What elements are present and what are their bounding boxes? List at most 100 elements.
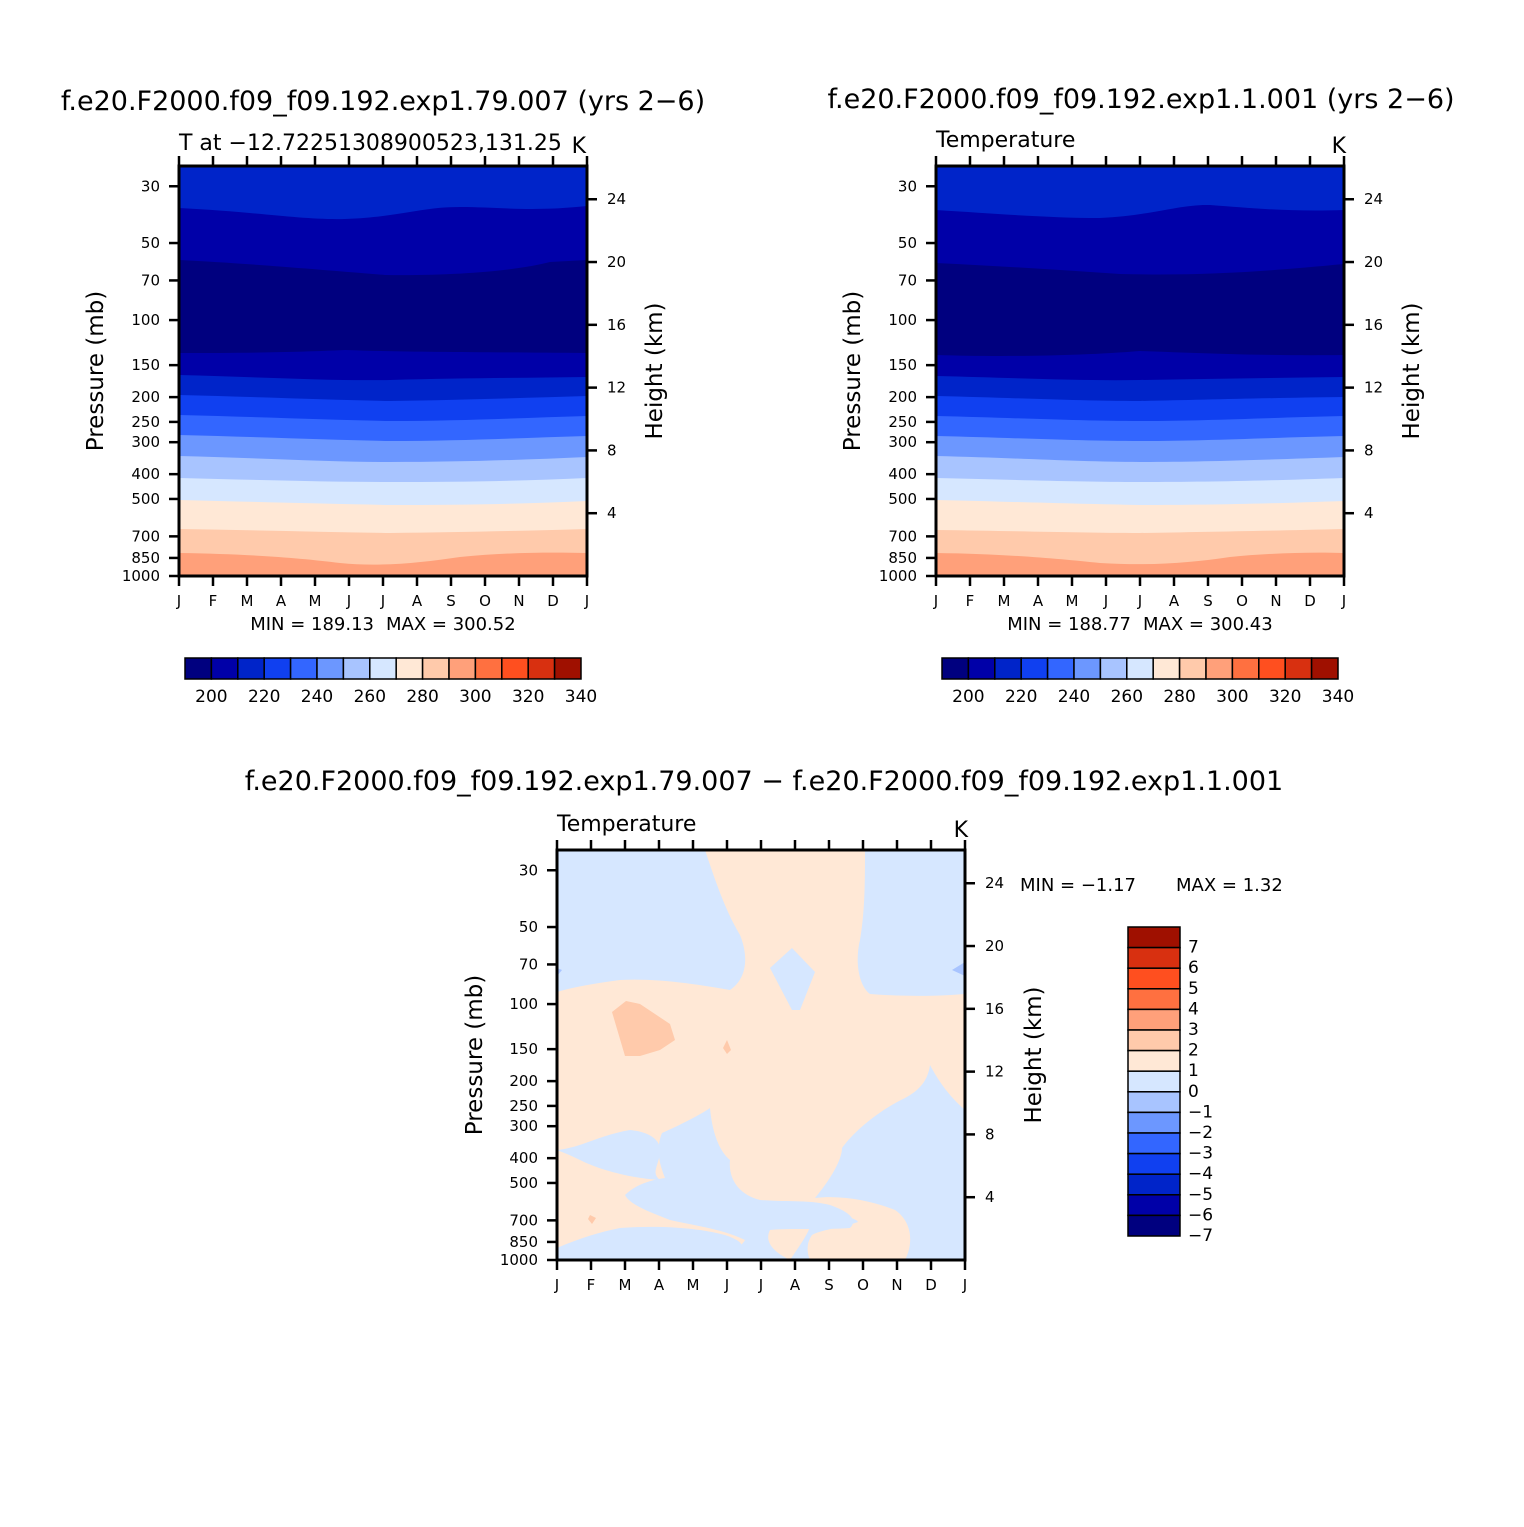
x-tick-label: F <box>966 592 975 610</box>
colorbar-swatch <box>1231 657 1260 680</box>
colorbar-swatch <box>967 657 996 680</box>
panel1-colorbar-labels: 200 220 240 260 280 300 320 340 <box>195 687 597 707</box>
y-tick-label: 850 <box>888 549 917 567</box>
panel2-min: MIN = 188.77 <box>1007 614 1131 635</box>
colorbar-swatch <box>527 657 556 680</box>
y-tick-label-right: 12 <box>1364 379 1383 397</box>
panel-model-2: f.e20.F2000.f09_f09.192.exp1.1.001 (yrs … <box>827 84 1454 707</box>
y-tick-label: 30 <box>898 177 917 195</box>
x-tick-label: D <box>547 592 559 610</box>
colorbar-label: −1 <box>1188 1102 1213 1122</box>
x-tick-label: J <box>962 1276 967 1294</box>
x-tick-label: M <box>619 1276 632 1294</box>
y-tick-label-right: 20 <box>985 937 1004 955</box>
panel2-y-ticks-right: 24 20 16 12 8 4 <box>1344 190 1383 522</box>
panel3-ylabel: Pressure (mb) <box>462 975 488 1135</box>
y-tick-label: 30 <box>141 177 160 195</box>
x-tick-label: J <box>724 1276 729 1294</box>
x-tick-label: M <box>1066 592 1079 610</box>
panel-difference: f.e20.F2000.f09_f09.192.exp1.79.007 − f.… <box>245 766 1283 1294</box>
panel1-max: MAX = 300.52 <box>386 614 516 635</box>
x-tick-label: M <box>241 592 254 610</box>
colorbar-swatch <box>1127 967 1181 990</box>
colorbar-swatch <box>395 657 424 680</box>
x-tick-label: F <box>209 592 218 610</box>
y-tick-label: 700 <box>888 527 917 545</box>
colorbar-swatch <box>1258 657 1286 680</box>
colorbar-swatch <box>994 657 1022 680</box>
colorbar-swatch <box>1127 1132 1181 1155</box>
y-tick-label: 200 <box>131 388 160 406</box>
y-tick-label: 400 <box>888 465 917 483</box>
colorbar-label: 1 <box>1188 1061 1199 1081</box>
colorbar-swatch <box>1127 1008 1181 1031</box>
colorbar-swatch <box>1127 1194 1181 1217</box>
y-tick-label-right: 4 <box>607 504 617 522</box>
colorbar-swatch <box>1178 657 1207 680</box>
y-tick-label-right: 24 <box>1364 190 1383 208</box>
colorbar-label: 220 <box>1005 687 1037 707</box>
panel1-y-ticks-right: 24 20 16 12 8 4 <box>587 190 626 522</box>
colorbar-swatch <box>941 657 970 680</box>
colorbar-label: 260 <box>354 687 386 707</box>
y-tick-label: 100 <box>131 311 160 329</box>
x-tick-label: N <box>1270 592 1281 610</box>
y-tick-label-right: 8 <box>1364 441 1374 459</box>
colorbar-swatch <box>184 657 213 680</box>
y-tick-label-right: 24 <box>985 874 1004 892</box>
panel-model-1: f.e20.F2000.f09_f09.192.exp1.79.007 (yrs… <box>61 86 705 707</box>
x-tick-label: A <box>1169 592 1180 610</box>
colorbar-swatch <box>421 657 450 680</box>
colorbar-label: 280 <box>406 687 438 707</box>
y-tick-label: 70 <box>519 955 538 973</box>
colorbar-label: 320 <box>1269 687 1301 707</box>
colorbar-swatch <box>237 657 265 680</box>
y-tick-label: 250 <box>131 413 160 431</box>
panel1-colorbar <box>184 657 582 680</box>
y-tick-label: 250 <box>888 413 917 431</box>
y-tick-label: 1000 <box>500 1251 538 1269</box>
y-tick-label: 70 <box>898 271 917 289</box>
x-tick-label: O <box>857 1276 869 1294</box>
colorbar-swatch <box>1127 926 1181 949</box>
y-tick-label-right: 4 <box>1364 504 1374 522</box>
y-tick-label: 850 <box>131 549 160 567</box>
y-tick-label: 300 <box>509 1117 538 1135</box>
y-tick-label: 100 <box>509 995 538 1013</box>
y-tick-label: 70 <box>141 271 160 289</box>
colorbar-label: −5 <box>1188 1185 1213 1205</box>
y-tick-label: 400 <box>509 1149 538 1167</box>
y-tick-label: 200 <box>888 388 917 406</box>
colorbar-swatch <box>289 657 318 680</box>
colorbar-swatch <box>1127 1049 1181 1072</box>
x-tick-label: S <box>446 592 456 610</box>
y-tick-label: 30 <box>519 861 538 879</box>
x-tick-label: J <box>1137 592 1142 610</box>
colorbar-label: 200 <box>952 687 984 707</box>
y-tick-label-right: 20 <box>607 253 626 271</box>
x-tick-label: J <box>933 592 938 610</box>
y-tick-label-right: 12 <box>985 1063 1004 1081</box>
x-tick-label: J <box>1103 592 1108 610</box>
colorbar-label: 340 <box>565 687 597 707</box>
x-tick-label: F <box>587 1276 596 1294</box>
panel3-max: MAX = 1.32 <box>1176 875 1283 896</box>
colorbar-label: 0 <box>1188 1082 1199 1102</box>
panel3-colorbar <box>1127 926 1181 1237</box>
colorbar-label: 240 <box>1058 687 1090 707</box>
x-tick-label: O <box>479 592 491 610</box>
x-tick-label: A <box>654 1276 665 1294</box>
colorbar-swatch <box>210 657 239 680</box>
y-tick-label: 200 <box>509 1072 538 1090</box>
panel2-ylabel: Pressure (mb) <box>840 291 866 451</box>
colorbar-swatch <box>316 657 345 680</box>
x-tick-label: J <box>1341 592 1346 610</box>
y-tick-label: 150 <box>888 356 917 374</box>
colorbar-swatch <box>1127 1070 1181 1093</box>
y-tick-label: 100 <box>888 311 917 329</box>
colorbar-label: −4 <box>1188 1164 1213 1184</box>
colorbar-swatch <box>1127 1029 1181 1052</box>
colorbar-swatch <box>1046 657 1075 680</box>
